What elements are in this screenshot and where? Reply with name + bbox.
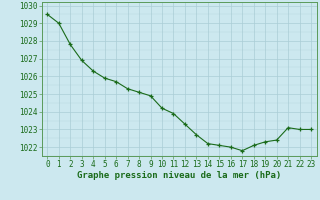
X-axis label: Graphe pression niveau de la mer (hPa): Graphe pression niveau de la mer (hPa): [77, 171, 281, 180]
